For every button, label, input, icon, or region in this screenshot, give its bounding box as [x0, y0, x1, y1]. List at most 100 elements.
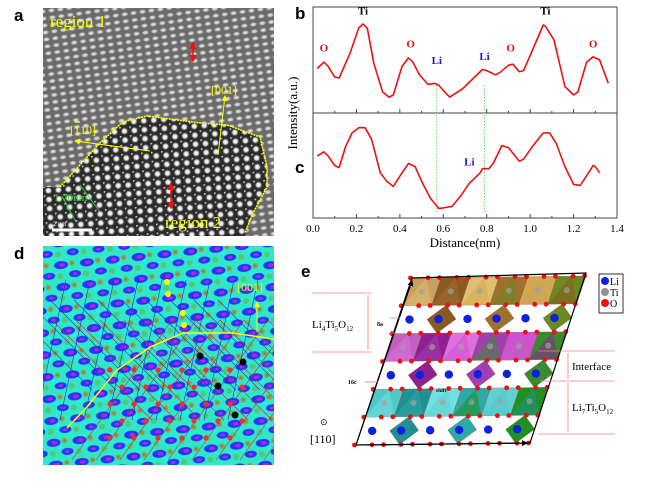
octahedron-face: [529, 331, 558, 360]
o-atom: [561, 301, 567, 307]
o-atom: [438, 358, 443, 364]
o-atom: [406, 331, 412, 336]
red-node: [155, 435, 161, 441]
ti-atom: [497, 398, 504, 405]
phase-label-li7ti5o12: Li7Ti5O12: [572, 402, 614, 416]
o-atom: [543, 301, 549, 307]
o-atom: [426, 358, 432, 364]
blue-lattice-line: [43, 316, 117, 391]
red-lattice-line: [95, 319, 197, 461]
peak-annotation: O: [406, 38, 415, 50]
ti-atom: [476, 288, 483, 295]
red-lattice-line: [143, 319, 245, 461]
panel-label-c: c: [295, 158, 305, 177]
red-lattice-line: [215, 378, 274, 461]
li-atom: [531, 369, 541, 378]
black-marker-dot: [214, 382, 222, 390]
o-atom: [494, 413, 500, 419]
red-node: [107, 435, 113, 441]
red-node: [227, 367, 233, 373]
li-atom: [483, 425, 493, 434]
profile-line-c: [316, 126, 601, 210]
shift-label: shift: [436, 388, 447, 394]
interface-label: Interface: [572, 361, 611, 373]
interface-boundary-line: [59, 115, 268, 234]
region2-label: region 2: [165, 213, 221, 232]
yellow-marker-dot: [165, 291, 171, 297]
peak-annotation: O: [320, 43, 329, 55]
o-atom: [445, 302, 451, 308]
o-atom: [475, 385, 481, 391]
o-atom: [447, 330, 453, 336]
interface-boundary-line: [66, 332, 275, 429]
color-map-image: [43, 246, 274, 465]
direction-001-label: [001]: [211, 83, 237, 97]
ti-atom: [447, 288, 454, 295]
legend-marker-o: [601, 299, 609, 307]
spacing-line: [61, 195, 77, 223]
region1-label: region 1: [50, 12, 106, 31]
peak-annotation: O: [506, 43, 515, 55]
li-atom: [425, 426, 435, 435]
o-atom: [551, 329, 557, 335]
x-tick-label: 0.2: [350, 223, 364, 235]
legend-label: Ti: [610, 288, 619, 299]
li-atom: [521, 314, 530, 323]
li-atom: [444, 370, 454, 379]
blue-lattice-line: [203, 279, 235, 421]
o-atom: [533, 385, 539, 390]
red-lattice-line: [191, 344, 274, 461]
x-tick-label: 0.6: [436, 223, 450, 235]
o-atom: [464, 330, 470, 336]
ti-atom: [418, 288, 425, 295]
o-atom: [466, 274, 471, 280]
ti-atom: [458, 343, 465, 350]
red-node: [167, 384, 173, 390]
o-atom: [525, 357, 530, 363]
blue-lattice-line: [43, 279, 67, 389]
octahedron-face: [365, 389, 395, 418]
red-lattice-line: [239, 411, 274, 461]
red-node: [131, 435, 137, 441]
red-node: [203, 435, 209, 441]
o-atom: [524, 274, 529, 280]
red-lattice-line: [195, 319, 274, 399]
blue-lattice-line: [179, 279, 211, 421]
red-lattice-line: [171, 319, 273, 421]
direction-110-arrow: [74, 138, 151, 152]
red-node: [203, 367, 209, 373]
o-atom: [503, 302, 509, 308]
red-node: [191, 418, 197, 424]
o-atom: [486, 385, 492, 391]
octahedron-face: [510, 387, 540, 416]
blue-lattice-line: [193, 299, 274, 381]
legend-marker-li: [601, 277, 609, 285]
o-atom: [484, 357, 490, 363]
blue-lattice-line: [121, 299, 213, 391]
o-atom: [455, 358, 461, 364]
red-node: [179, 367, 185, 373]
red-node: [131, 401, 137, 407]
direction-001-arrow: [217, 95, 228, 156]
x-tick-label: 0.0: [306, 223, 320, 235]
ti-atom: [545, 342, 552, 349]
black-marker-dot: [231, 411, 239, 419]
octahedron-face: [394, 388, 424, 417]
red-node: [179, 401, 185, 407]
octahedron-face: [413, 333, 442, 362]
red-node: [143, 384, 149, 390]
li-atom: [434, 315, 443, 324]
red-node: [239, 384, 245, 390]
ti-atom: [526, 398, 533, 405]
site-16c-label: 16c: [348, 380, 357, 386]
o-atom: [553, 273, 558, 279]
y-axis-label: Intensity(a.u.): [285, 77, 300, 150]
red-node: [107, 367, 113, 373]
ti-atom: [487, 343, 494, 350]
yellow-marker-dot: [180, 310, 186, 316]
blue-lattice-line: [49, 299, 141, 391]
o-atom: [407, 414, 413, 420]
blue-lattice-line: [145, 299, 237, 391]
